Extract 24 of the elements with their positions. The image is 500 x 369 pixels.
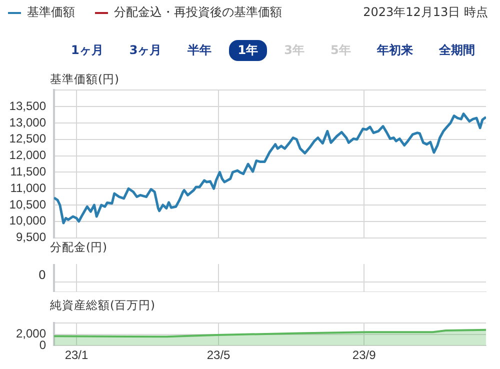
text: 3ヶ月: [128, 42, 163, 59]
y-axis-title: 基準価額(円): [50, 72, 119, 87]
text: 2023年12月13日 時点: [363, 4, 488, 21]
legend-label: 分配金込・再投資後の基準価額: [113, 4, 282, 21]
y-tick-label: 13,500: [9, 98, 46, 113]
text: 半年: [186, 42, 213, 59]
y-tick-label: 10,500: [9, 197, 46, 212]
x-tick-label: 23/1: [64, 348, 88, 362]
text: 年初来: [376, 42, 414, 59]
y-tick-label: 11,500: [10, 164, 46, 179]
y-tick-label: 9,500: [16, 230, 46, 244]
text: 全期間: [438, 42, 476, 59]
y-tick-label: 11,000: [10, 180, 46, 195]
x-tick-label: 23/5: [206, 348, 231, 362]
text: 1年: [228, 40, 268, 61]
text: 1ヶ月: [70, 42, 104, 59]
y-tick-label: 12,000: [9, 148, 46, 162]
y-tick-label: 13,000: [9, 115, 46, 130]
y-axis-title: 純資産総額(百万円): [50, 298, 155, 313]
y-tick-label: 12,500: [9, 132, 46, 146]
text: 分配金(円): [50, 240, 107, 255]
x-tick-label: 23/9: [352, 348, 376, 362]
y-tick-label: 10,000: [9, 214, 46, 228]
legend-label: 基準価額: [26, 4, 75, 21]
